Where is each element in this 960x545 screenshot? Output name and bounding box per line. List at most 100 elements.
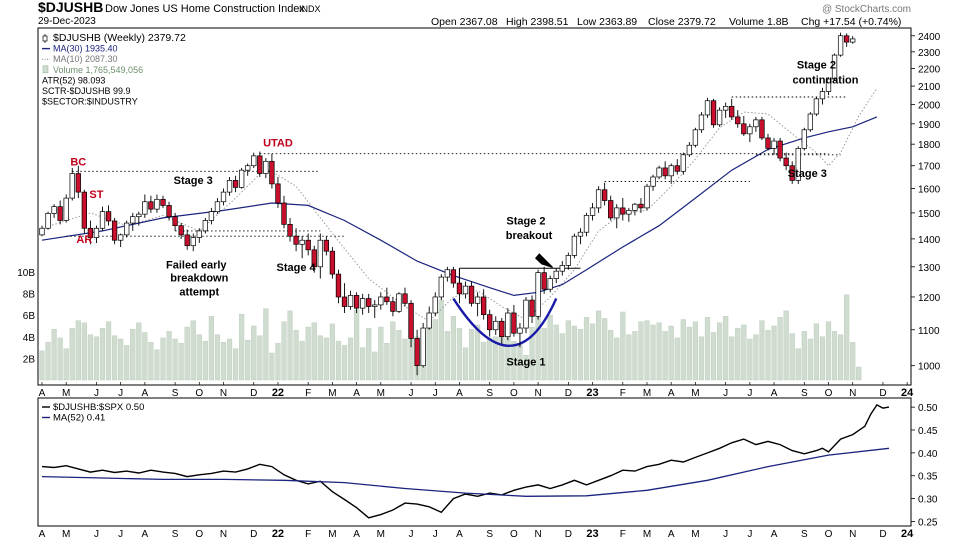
candle-body <box>559 265 565 272</box>
candlesticks <box>39 32 856 376</box>
volume-bar <box>547 315 553 381</box>
volume-bar <box>487 337 493 381</box>
candle-body <box>335 273 342 298</box>
candle-body <box>686 144 692 156</box>
candle-body <box>614 207 620 219</box>
x-tick-label: 23 <box>586 387 598 399</box>
volume-bar <box>341 345 348 381</box>
chart-annotation: Stage 3 <box>174 175 213 187</box>
candle-body <box>517 327 523 334</box>
x-tick-label: N <box>849 388 856 399</box>
volume-bar <box>39 350 45 381</box>
candle-body <box>499 320 505 338</box>
quote-low: Low 2363.89 <box>577 16 637 28</box>
volume-bar <box>111 335 118 381</box>
volume-bar <box>481 342 487 381</box>
volume-bar <box>735 327 741 381</box>
chart-annotation: ST <box>89 189 103 201</box>
ratio-tick-label: 0.50 <box>918 403 938 414</box>
x-tick-label: D <box>879 388 886 399</box>
volume-bar <box>275 343 281 381</box>
volume-bar <box>529 326 535 381</box>
candle-body <box>214 201 221 212</box>
x-tick-label-lower: J <box>723 529 728 540</box>
x-tick-label-lower: J <box>94 529 99 540</box>
candle-body <box>420 327 426 367</box>
candle-body <box>148 201 154 210</box>
volume-bars: 2B 4B 6B 8B 10B <box>17 268 862 381</box>
candle-body <box>765 137 771 149</box>
candle-body <box>196 230 202 238</box>
candle-body <box>523 299 529 329</box>
volume-tick-label: 8B <box>23 290 36 301</box>
volume-bar <box>45 342 51 381</box>
volume-bar <box>632 331 638 381</box>
x-tick-label: 22 <box>272 387 284 399</box>
candle-body <box>226 180 233 193</box>
volume-bar <box>825 321 832 381</box>
volume-bar <box>608 330 614 381</box>
x-tick-label-lower: D <box>879 529 886 540</box>
candle-body <box>124 222 130 236</box>
volume-bar <box>75 320 81 381</box>
candle-body <box>795 148 801 181</box>
volume-bar <box>105 321 112 381</box>
candle-body <box>269 160 275 185</box>
candle-body <box>142 201 148 215</box>
candle-body <box>626 210 632 215</box>
x-tick-label: F <box>305 388 311 399</box>
x-tick-label-lower: F <box>305 529 311 540</box>
candle-body <box>601 189 608 201</box>
candle-body <box>81 191 88 229</box>
quote-close: Close 2379.72 <box>648 16 716 28</box>
price-tick-label: 1200 <box>918 293 941 304</box>
volume-bar <box>729 336 735 381</box>
candle-body <box>462 285 469 295</box>
volume-bar <box>154 349 160 381</box>
volume-bar <box>626 334 632 381</box>
candle-body <box>263 160 269 174</box>
candle-body <box>716 109 723 126</box>
volume-bar <box>136 322 142 381</box>
volume-bar <box>656 322 662 381</box>
candle-body <box>299 239 305 245</box>
candle-body <box>783 157 789 167</box>
x-tick-label: A <box>456 388 463 399</box>
volume-bar <box>287 310 293 381</box>
candle-body <box>93 227 100 238</box>
candle-body <box>184 234 190 247</box>
x-tick-label-lower: N <box>849 529 856 540</box>
candle-body <box>105 211 112 222</box>
x-tick-label-lower: A <box>353 529 360 540</box>
candle-body <box>825 78 832 92</box>
candle-body <box>710 100 717 126</box>
candle-body <box>801 129 807 149</box>
volume-bar <box>771 325 777 381</box>
volume-bar <box>172 338 178 381</box>
candle-body <box>178 225 184 236</box>
chart-header: $DJUSHB Dow Jones US Home Construction I… <box>38 0 911 28</box>
candle-body <box>396 293 402 312</box>
candle-body <box>850 38 856 43</box>
x-tick-label: O <box>510 388 518 399</box>
legend-entry: Volume 1,765,549,056 <box>53 65 143 75</box>
chart-date: 29-Dec-2023 <box>38 16 96 27</box>
volume-bar <box>269 352 275 381</box>
x-tick-label-lower: N <box>534 529 541 540</box>
volume-bar <box>577 329 584 381</box>
volume-bar <box>69 327 75 381</box>
candle-body <box>571 235 578 256</box>
volume-bar <box>602 318 608 381</box>
volume-bar <box>807 338 813 381</box>
axes: A A M M J J J J A A S S O O N N D D 22 22 F F M M A A M M J J J J A A S S O O… <box>39 382 914 540</box>
volume-bar <box>99 327 106 381</box>
candle-body <box>63 197 69 221</box>
candle-body <box>704 100 711 116</box>
candle-body <box>414 338 420 367</box>
candle-body <box>366 298 372 307</box>
candle-body <box>481 296 487 315</box>
candle-body <box>565 255 571 266</box>
candle-body <box>759 119 765 139</box>
x-tick-label: S <box>172 388 179 399</box>
